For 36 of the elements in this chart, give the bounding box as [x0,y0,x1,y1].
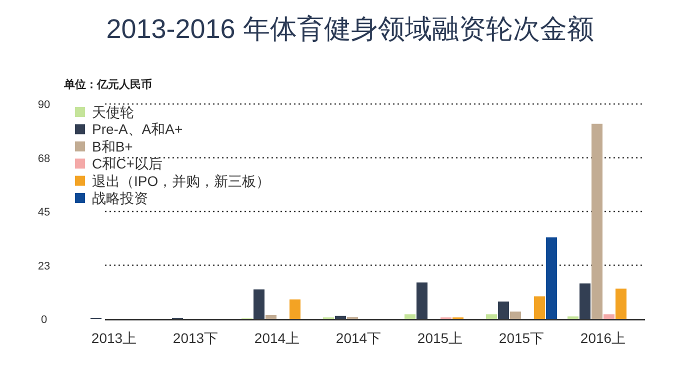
bar [534,296,545,319]
legend-label: Pre-A、A和A+ [92,121,183,138]
legend-label: 退出（IPO，并购，新三板） [92,172,270,189]
bar [592,124,602,319]
bar [416,282,428,319]
x-tick-label: 2013上 [91,330,137,346]
x-tick-label: 2014下 [336,330,382,346]
bar [498,302,509,319]
x-tick-label: 2016上 [580,330,626,346]
chart-title: 2013-2016 年体育健身领域融资轮次金额 [106,14,594,44]
bar [254,289,264,319]
y-tick-label: 0 [40,314,48,326]
x-tick-label: 2013下 [172,330,218,346]
x-tick-label: 2015下 [498,330,544,346]
bar [604,314,614,319]
y-tick-label: 90 [38,99,50,111]
bar [546,237,557,319]
legend-label: 天使轮 [92,104,134,120]
y-tick-label: 23 [38,260,50,272]
bar [404,314,416,319]
bar [510,312,521,319]
y-axis-title: 单位：亿元人民币 [63,78,152,91]
x-tick-label: 2014上 [254,330,300,346]
bar [266,314,276,319]
legend-label: B和B+ [92,138,133,154]
bar [616,288,626,319]
y-tick-label: 45 [38,206,50,218]
bar [580,283,590,319]
y-tick-label: 68 [38,152,50,165]
bar [486,314,497,319]
bar [290,299,300,319]
bar [335,316,346,319]
x-tick-label: 2015上 [417,330,463,346]
legend-label: 战略投资 [92,190,148,206]
bar [568,316,578,319]
legend-label: C和C+以后 [92,156,162,172]
